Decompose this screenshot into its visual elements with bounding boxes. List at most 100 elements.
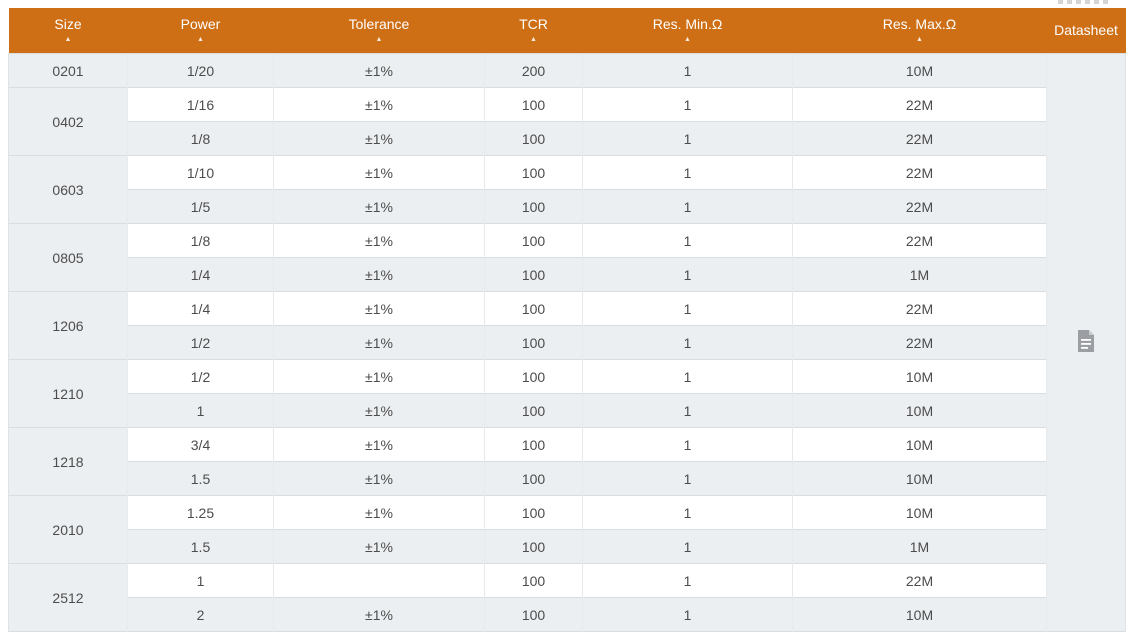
tcr-cell: 100 [484, 189, 583, 224]
res-max-cell: 22M [792, 291, 1047, 326]
power-cell: 1/4 [127, 257, 274, 292]
res-max-cell: 10M [792, 597, 1047, 632]
column-label-power: Power [180, 15, 221, 32]
table-row: 1218 3/4 ±1% 100 1 10M [8, 427, 1126, 496]
tcr-cell: 100 [484, 529, 583, 564]
power-cell: 1/20 [127, 53, 274, 88]
table-row: 1210 1/2 ±1% 100 1 10M [8, 359, 1126, 428]
res-max-cell: 10M [792, 427, 1047, 462]
size-cell: 0402 [8, 87, 128, 156]
column-header-power[interactable]: Power ▲ [127, 8, 274, 54]
column-label-size: Size [54, 15, 82, 32]
column-header-res-max[interactable]: Res. Max.Ω ▲ [792, 8, 1047, 54]
res-max-cell: 10M [792, 495, 1047, 530]
res-max-cell: 1M [792, 529, 1047, 564]
clipped-content-sliver [1058, 0, 1110, 4]
column-label-datasheet: Datasheet [1054, 21, 1118, 38]
tolerance-cell: ±1% [273, 257, 485, 292]
tolerance-cell: ±1% [273, 291, 485, 326]
res-min-cell: 1 [582, 597, 793, 632]
res-min-cell: 1 [582, 87, 793, 122]
tolerance-cell: ±1% [273, 189, 485, 224]
res-min-cell: 1 [582, 257, 793, 292]
res-max-cell: 10M [792, 393, 1047, 428]
tolerance-cell: ±1% [273, 427, 485, 462]
header-row: Size ▲ Power ▲ Tolerance ▲ TCR ▲ Res. Min.Ω ▲ Res.… [8, 8, 1126, 54]
res-max-cell: 22M [792, 189, 1047, 224]
table-row: 0805 1/8 ±1% 100 1 22M [8, 223, 1126, 292]
sort-ascending-icon: ▲ [197, 36, 204, 44]
column-label-res-max: Res. Max.Ω [882, 15, 957, 32]
table-row: 1.5 ±1% 100 1 10M [9, 461, 1126, 496]
res-min-cell: 1 [582, 155, 793, 190]
power-cell: 3/4 [127, 427, 274, 462]
res-min-cell: 1 [582, 495, 793, 530]
column-label-tolerance: Tolerance [348, 15, 410, 32]
res-min-cell: 1 [582, 291, 793, 326]
tcr-cell: 100 [484, 155, 583, 190]
tcr-cell: 100 [484, 87, 583, 122]
res-min-cell: 1 [582, 529, 793, 564]
power-cell: 1/10 [127, 155, 274, 190]
table-header: Size ▲ Power ▲ Tolerance ▲ TCR ▲ Res. Min.Ω ▲ Res.… [8, 8, 1126, 54]
tolerance-cell: ±1% [273, 597, 485, 632]
tolerance-cell: ±1% [273, 325, 485, 360]
tcr-cell: 100 [484, 291, 583, 326]
tcr-cell: 100 [484, 461, 583, 496]
tcr-cell: 100 [484, 597, 583, 632]
size-cell: 1218 [8, 427, 128, 496]
res-max-cell: 22M [792, 121, 1047, 156]
tcr-cell: 100 [484, 495, 583, 530]
sort-ascending-icon: ▲ [530, 36, 537, 44]
res-max-cell: 22M [792, 563, 1047, 598]
res-min-cell: 1 [582, 325, 793, 360]
table-row: 2 ±1% 100 1 10M [9, 597, 1126, 632]
tcr-cell: 100 [484, 121, 583, 156]
column-header-res-min[interactable]: Res. Min.Ω ▲ [582, 8, 793, 54]
datasheet-cell [1046, 53, 1126, 632]
table-row: 1.5 ±1% 100 1 1M [9, 529, 1126, 564]
column-header-tcr[interactable]: TCR ▲ [484, 8, 583, 54]
res-min-cell: 1 [582, 461, 793, 496]
tcr-cell: 100 [484, 427, 583, 462]
datasheet-file-icon[interactable] [1077, 330, 1095, 352]
res-min-cell: 1 [582, 427, 793, 462]
tolerance-cell: ±1% [273, 495, 485, 530]
tcr-cell: 100 [484, 325, 583, 360]
tolerance-cell: ±1% [273, 529, 485, 564]
res-max-cell: 22M [792, 325, 1047, 360]
table-body: 0201 1/20 ±1% 200 1 10M 0402 1/16 ±1% 100 1 22M 1/8 ±… [8, 53, 1126, 632]
res-min-cell: 1 [582, 393, 793, 428]
tolerance-cell: ±1% [273, 155, 485, 190]
column-label-res-min: Res. Min.Ω [652, 15, 723, 32]
size-cell: 1206 [8, 291, 128, 360]
sort-ascending-icon: ▲ [684, 36, 691, 44]
res-min-cell: 1 [582, 359, 793, 394]
power-cell: 1.5 [127, 461, 274, 496]
column-header-datasheet: Datasheet [1046, 8, 1126, 54]
tolerance-cell: ±1% [273, 393, 485, 428]
column-header-tolerance[interactable]: Tolerance ▲ [273, 8, 485, 54]
power-cell: 1/5 [127, 189, 274, 224]
tcr-cell: 200 [484, 53, 583, 88]
sort-ascending-icon: ▲ [916, 36, 923, 44]
power-cell: 1/8 [127, 223, 274, 258]
tolerance-cell: ±1% [273, 87, 485, 122]
column-header-size[interactable]: Size ▲ [8, 8, 128, 54]
size-cell: 0805 [8, 223, 128, 292]
res-max-cell: 1M [792, 257, 1047, 292]
res-min-cell: 1 [582, 53, 793, 88]
power-cell: 1.25 [127, 495, 274, 530]
power-cell: 2 [127, 597, 274, 632]
tcr-cell: 100 [484, 393, 583, 428]
table-row: 1/2 ±1% 100 1 22M [9, 325, 1126, 360]
table-row: 1/8 ±1% 100 1 22M [9, 121, 1126, 156]
size-cell: 0603 [8, 155, 128, 224]
resistor-spec-table: Size ▲ Power ▲ Tolerance ▲ TCR ▲ Res. Min.Ω ▲ Res.… [8, 8, 1126, 632]
power-cell: 1/16 [127, 87, 274, 122]
table-row: 2512 1 100 1 22M [8, 563, 1126, 632]
tcr-cell: 100 [484, 257, 583, 292]
power-cell: 1/2 [127, 359, 274, 394]
sort-ascending-icon: ▲ [64, 36, 72, 44]
table-row: 1 ±1% 100 1 10M [9, 393, 1126, 428]
